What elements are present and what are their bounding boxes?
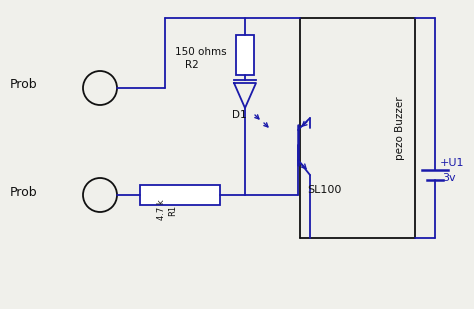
Text: 3v: 3v [442,173,456,183]
Text: Prob: Prob [10,185,37,198]
Text: D1: D1 [232,110,246,120]
Text: Prob: Prob [10,78,37,91]
Text: 150 ohms: 150 ohms [175,47,227,57]
Bar [236,35,254,75]
Text: R2: R2 [185,60,199,70]
Text: R1: R1 [168,205,177,216]
Text: +U1: +U1 [440,158,465,168]
Bar [140,185,220,205]
Text: 4.7 k: 4.7 k [157,200,166,220]
Text: pezo Buzzer: pezo Buzzer [395,96,405,160]
Text: SL100: SL100 [307,185,341,195]
